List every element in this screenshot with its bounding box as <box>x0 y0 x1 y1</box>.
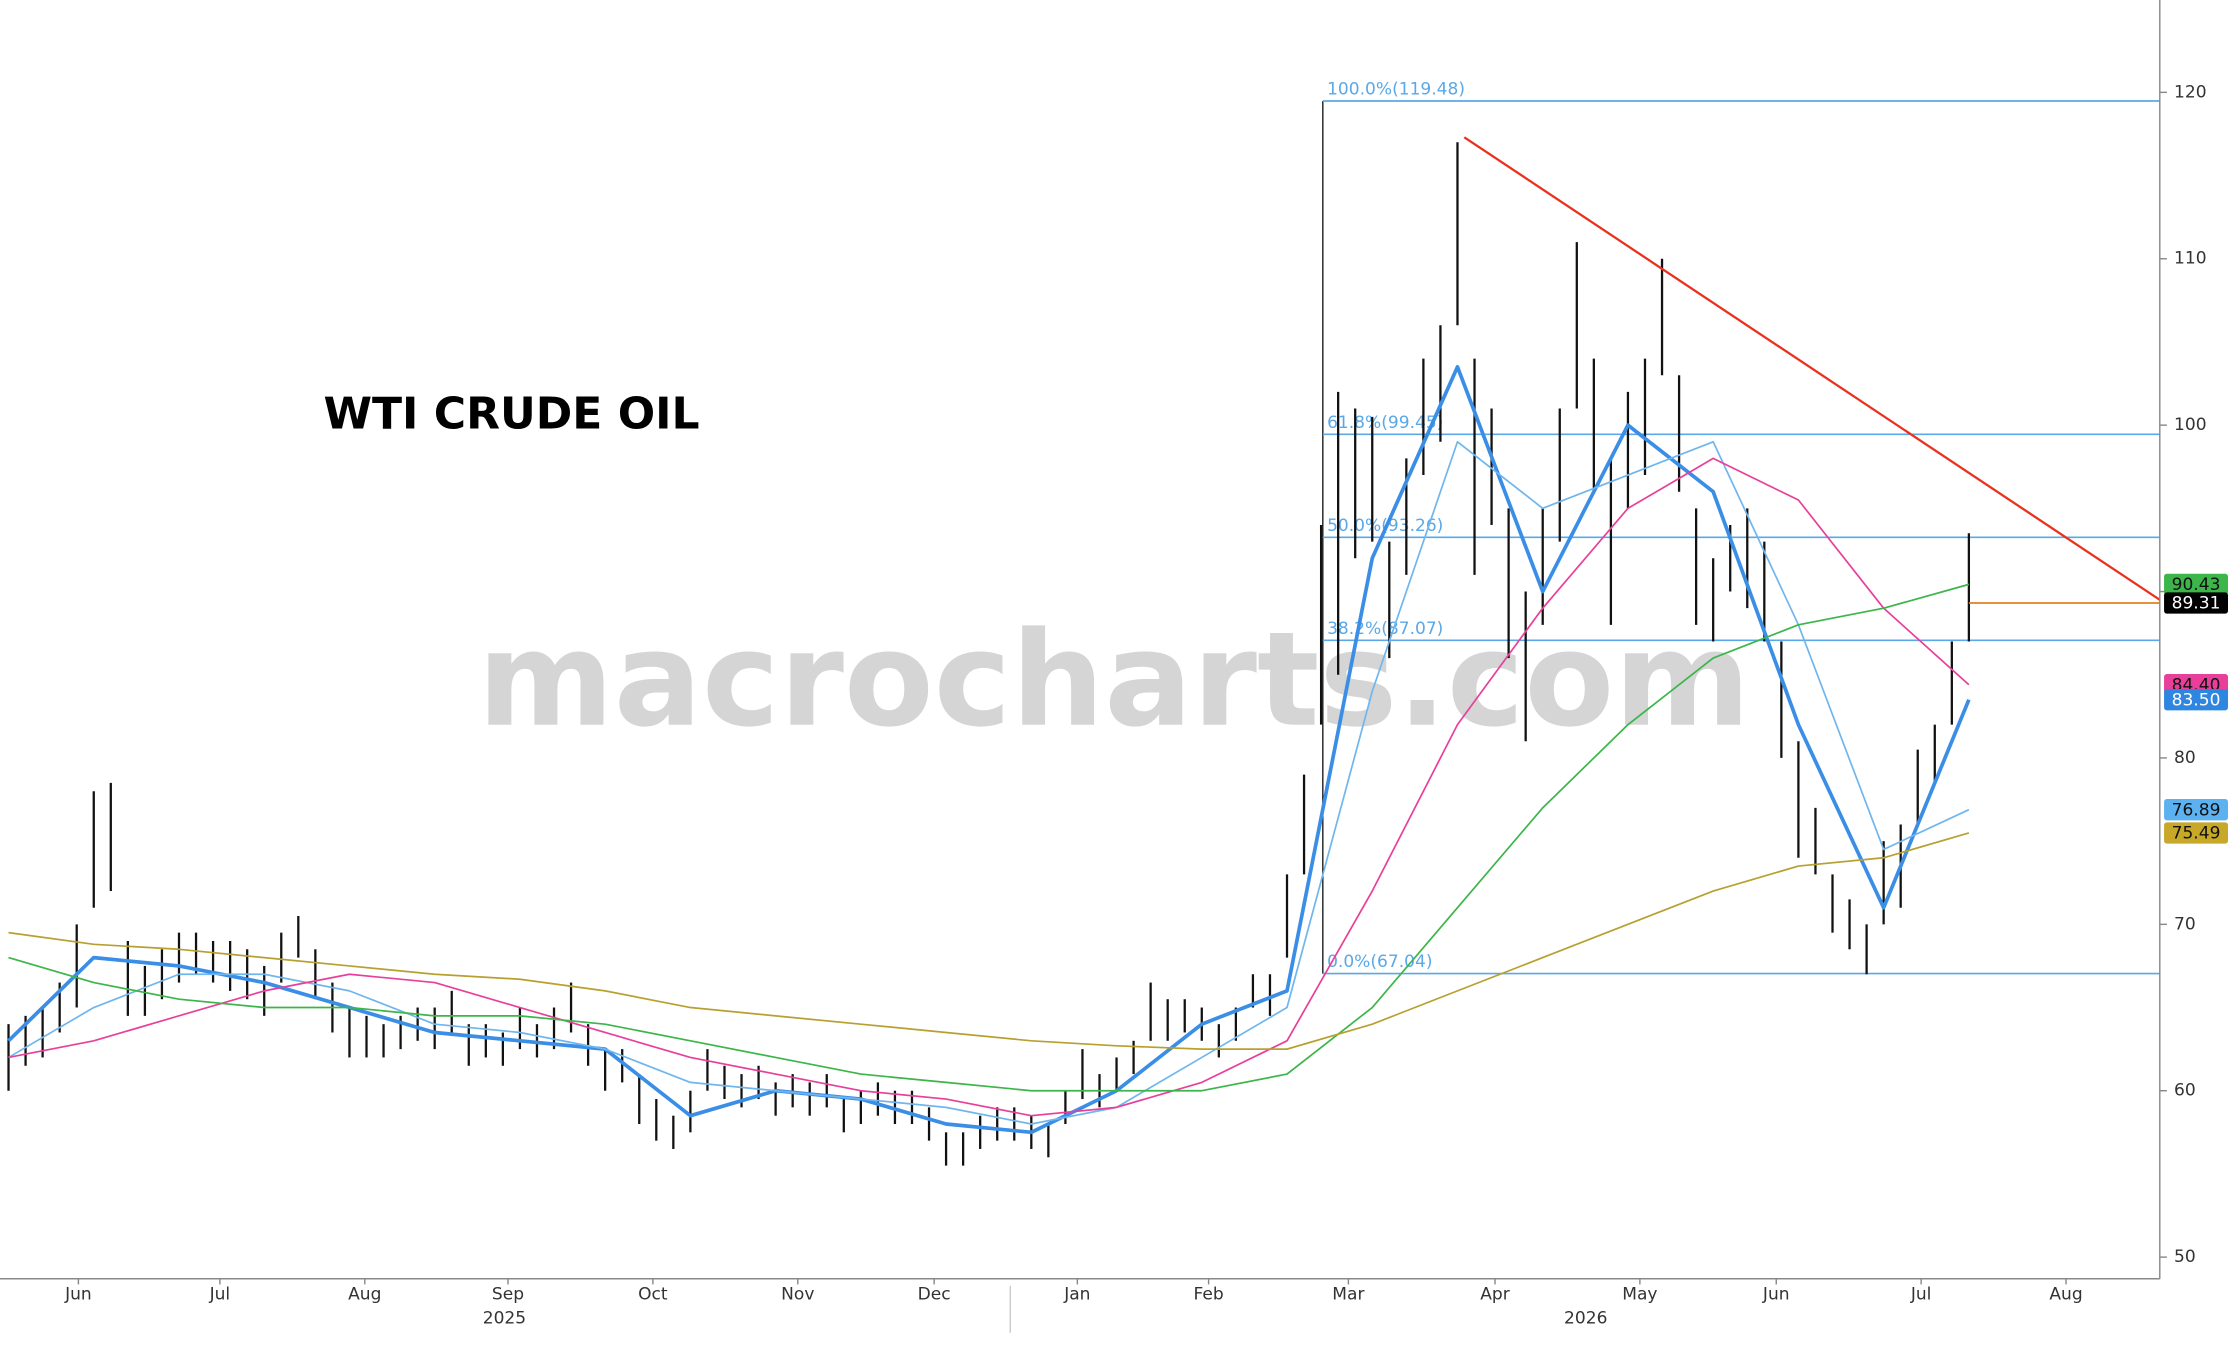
price-tag-label: 90.43 <box>2172 575 2221 595</box>
x-tick-label: Jun <box>1762 1284 1790 1304</box>
y-tick-label: 100 <box>2174 415 2207 435</box>
price-tag <box>2164 822 2228 844</box>
year-label: 2025 <box>483 1309 526 1329</box>
watermark-layer: macrocharts.com <box>478 604 1751 756</box>
price-tag <box>2164 573 2228 596</box>
moving-average <box>8 457 1970 1117</box>
price-tag <box>2164 799 2228 821</box>
price-tag-label: 76.89 <box>2172 800 2221 820</box>
y-tick-label: 120 <box>2174 82 2207 102</box>
x-tick-label: Mar <box>1332 1284 1365 1304</box>
fib-label: 100.0%(119.48) <box>1327 80 1465 100</box>
x-tick-label: Jun <box>64 1284 92 1304</box>
y-tick-label: 70 <box>2174 914 2196 934</box>
trendline <box>1463 136 2161 601</box>
x-tick-label: Jul <box>1910 1284 1932 1304</box>
price-tag <box>2164 689 2228 711</box>
x-tick-label: Aug <box>348 1284 381 1304</box>
y-tick-label: 60 <box>2174 1081 2196 1101</box>
x-tick-label: Nov <box>781 1284 814 1304</box>
y-tick-label: 110 <box>2174 249 2207 269</box>
x-tick-label: Apr <box>1480 1284 1510 1304</box>
year-label: 2026 <box>1564 1309 1607 1329</box>
x-tick-label: Sep <box>492 1284 524 1304</box>
fib-label: 38.2%(87.07) <box>1327 619 1443 639</box>
x-tick-label: Aug <box>2049 1284 2082 1304</box>
y-tick-label: 50 <box>2174 1247 2196 1267</box>
y-tick-label: 80 <box>2174 748 2196 768</box>
moving-average <box>8 583 1970 1092</box>
price-tag-label: 89.31 <box>2172 594 2221 614</box>
x-tick-label: Oct <box>638 1284 668 1304</box>
price-tag <box>2164 592 2228 614</box>
x-tick-label: Jul <box>209 1284 231 1304</box>
price-tag-label: 75.49 <box>2172 824 2221 844</box>
watermark: macrocharts.com <box>478 604 1751 756</box>
x-tick-label: Jan <box>1063 1284 1090 1304</box>
fib-label: 61.8%(99.45) <box>1327 413 1443 433</box>
price-tag-label: 83.50 <box>2172 690 2221 710</box>
moving-average <box>8 832 1970 1050</box>
x-tick-label: May <box>1622 1284 1657 1304</box>
x-tick-label: Feb <box>1194 1284 1224 1304</box>
x-tick-label: Dec <box>918 1284 951 1304</box>
chart-title: WTI CRUDE OIL <box>323 388 699 439</box>
moving-average <box>8 440 1970 1125</box>
moving-average <box>7 365 1971 1135</box>
plot: 100.0%(119.48)61.8%(99.45)50.0%(93.26)38… <box>7 80 2161 1166</box>
